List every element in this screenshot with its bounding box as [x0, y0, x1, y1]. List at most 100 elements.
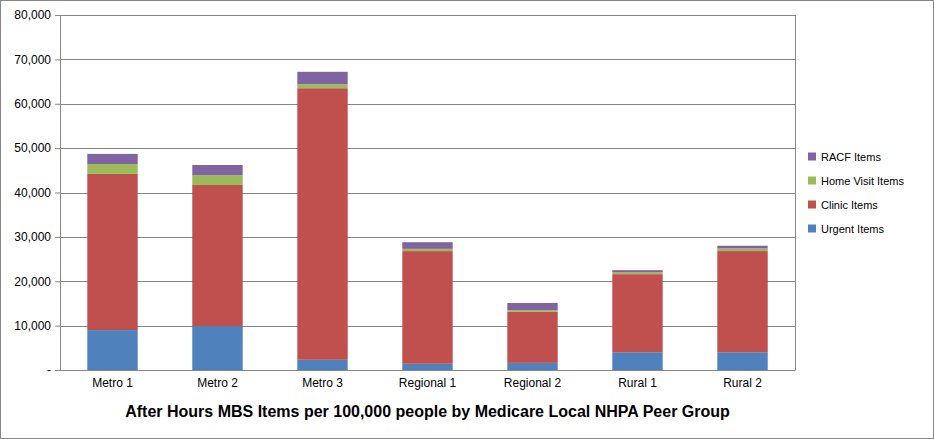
- bar: [717, 248, 767, 251]
- y-tick-label: 80,000: [14, 8, 51, 22]
- y-tick-label: 20,000: [14, 275, 51, 289]
- y-axis: - 10,000 20,000 30,000 40,000 50,000 60,000 70,…: [14, 8, 60, 377]
- bar: [402, 364, 452, 370]
- legend-swatch: [808, 225, 816, 233]
- x-tick: Rural 1: [618, 370, 657, 390]
- y-tick-label: 60,000: [14, 97, 51, 111]
- series: [87, 84, 767, 312]
- grid-line: [60, 104, 795, 105]
- bar: [717, 251, 767, 352]
- bar: [507, 312, 557, 363]
- grid-line: [60, 59, 795, 60]
- legend-label: RACF Items: [821, 151, 881, 163]
- x-tick: Regional 1: [399, 370, 457, 390]
- bar: [87, 330, 137, 370]
- y-tick: 30,000: [14, 230, 60, 244]
- y-tick: 60,000: [14, 97, 60, 111]
- bar: [192, 165, 242, 175]
- y-tick: 20,000: [14, 275, 60, 289]
- y-tick: 70,000: [14, 53, 60, 67]
- x-tick-label: Regional 1: [399, 376, 457, 390]
- x-tick-label: Metro 3: [302, 376, 343, 390]
- y-tick: 50,000: [14, 141, 60, 155]
- x-tick: Regional 2: [504, 370, 562, 390]
- bar: [507, 363, 557, 370]
- legend-item: Clinic Items: [808, 199, 878, 211]
- x-axis-line: [61, 370, 796, 371]
- y-tick-label: 70,000: [14, 53, 51, 67]
- y-tick-mark: [55, 104, 60, 105]
- bar: [87, 164, 137, 174]
- bars: [87, 72, 767, 370]
- y-tick-mark: [55, 237, 60, 238]
- legend-label: Urgent Items: [821, 223, 884, 235]
- y-axis-line: [55, 16, 61, 371]
- plot: - 10,000 20,000 30,000 40,000 50,000 60,000 70,…: [14, 8, 795, 389]
- grid-line: [60, 15, 795, 16]
- bar: [507, 303, 557, 310]
- bar: [297, 88, 347, 360]
- y-tick-label: 50,000: [14, 141, 51, 155]
- bar: [297, 84, 347, 88]
- grid-line: [60, 370, 795, 371]
- x-tick: Rural 2: [723, 370, 762, 390]
- y-tick-mark: [55, 148, 60, 149]
- y-tick-mark: [55, 281, 60, 282]
- legend-swatch: [808, 153, 816, 161]
- y-tick-mark: [55, 326, 60, 327]
- y-tick-mark: [55, 59, 60, 60]
- x-tick-label: Metro 2: [197, 376, 238, 390]
- grid: [60, 15, 796, 371]
- bar: [192, 326, 242, 370]
- grid-line: [60, 148, 795, 149]
- legend: RACF Items Home Visit Items Clinic Items Ur…: [808, 151, 904, 235]
- legend-item: Urgent Items: [808, 223, 884, 235]
- bar: [612, 272, 662, 274]
- legend-swatch: [808, 177, 816, 185]
- bar: [402, 242, 452, 249]
- y-tick: 40,000: [14, 186, 60, 200]
- x-tick: Metro 3: [302, 370, 343, 390]
- legend-item: RACF Items: [808, 151, 881, 163]
- bar: [402, 249, 452, 251]
- y-tick-mark: [55, 15, 60, 16]
- bar: [192, 185, 242, 326]
- series: [87, 88, 767, 364]
- y-tick-mark: [55, 193, 60, 194]
- y-tick-label: 10,000: [14, 319, 51, 333]
- y-tick-label: -: [47, 363, 51, 377]
- bar: [87, 154, 137, 164]
- legend-label: Clinic Items: [821, 199, 878, 211]
- chart: - 10,000 20,000 30,000 40,000 50,000 60,000 70,…: [0, 0, 934, 439]
- y-tick-label: 40,000: [14, 186, 51, 200]
- bar: [192, 175, 242, 185]
- bar: [87, 174, 137, 330]
- bar: [612, 270, 662, 272]
- y-tick: -: [47, 363, 60, 377]
- x-axis: Metro 1 Metro 2 Metro 3 Regional 1 Regional …: [61, 370, 796, 390]
- x-tick-label: Rural 2: [723, 376, 762, 390]
- y-tick-mark: [55, 370, 60, 371]
- y-tick-label: 30,000: [14, 230, 51, 244]
- chart-border: [1, 1, 934, 439]
- legend-label: Home Visit Items: [821, 175, 904, 187]
- legend-swatch: [808, 201, 816, 209]
- x-tick-label: Metro 1: [92, 376, 133, 390]
- x-tick-label: Rural 1: [618, 376, 657, 390]
- series: [87, 72, 767, 310]
- x-tick-label: Regional 2: [504, 376, 562, 390]
- y-tick: 10,000: [14, 319, 60, 333]
- grid-line: [60, 193, 795, 194]
- bar: [612, 274, 662, 352]
- bar: [507, 310, 557, 312]
- x-tick: Metro 2: [197, 370, 238, 390]
- bar: [717, 352, 767, 370]
- x-tick: Metro 1: [92, 370, 133, 390]
- bar: [717, 246, 767, 249]
- legend-item: Home Visit Items: [808, 175, 904, 187]
- bar: [297, 360, 347, 370]
- bar: [612, 352, 662, 370]
- title: After Hours MBS Items per 100,000 people…: [125, 403, 730, 420]
- grid-line: [60, 237, 795, 238]
- plot-frame: [795, 15, 796, 370]
